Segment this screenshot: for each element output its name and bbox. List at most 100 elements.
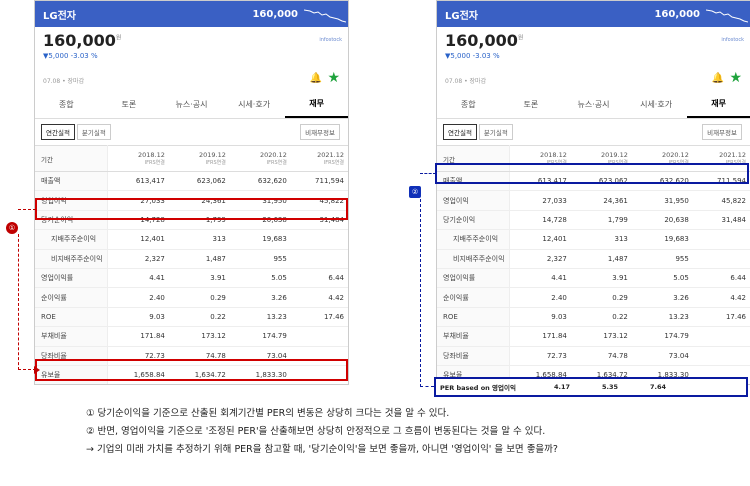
tab-overview[interactable]: 종합 xyxy=(58,100,74,109)
table-cell: 12,401 xyxy=(509,229,571,250)
column-header: 2020.12 IFRS연결 xyxy=(631,145,693,172)
table-cell: 24,361 xyxy=(570,190,632,211)
tab-discussion[interactable]: 토론 xyxy=(523,100,539,109)
nonfinancial-button[interactable]: 비재무정보 xyxy=(702,124,742,140)
tab-finance[interactable]: 재무 xyxy=(285,91,348,118)
note-2: ② 반면, 영업이익을 기준으로 '조정된 PER'을 산출해보면 상당히 안정… xyxy=(86,426,546,437)
row-label: 비지배주주순이익 xyxy=(437,249,510,269)
row-label: ROE xyxy=(35,307,108,328)
table-row: ROE 9.03 0.22 13.23 17.46 xyxy=(35,307,348,328)
connector-red-top xyxy=(18,209,36,210)
table-cell: 313 xyxy=(168,229,230,250)
nonfinancial-button[interactable]: 비재무정보 xyxy=(300,124,340,140)
column-standard: IFRS연결 xyxy=(144,160,165,166)
table-cell: 2.40 xyxy=(107,287,169,308)
table-cell: 0.22 xyxy=(168,307,230,328)
row-label: 부채비율 xyxy=(437,326,510,347)
table-cell: 3.26 xyxy=(631,287,693,308)
table-row: 영업이익 27,033 24,361 31,950 45,822 xyxy=(437,190,750,211)
bell-icon[interactable]: 🔔 xyxy=(711,73,724,84)
connector-red xyxy=(18,234,36,370)
tab-news[interactable]: 뉴스·공시 xyxy=(577,100,610,109)
star-icon[interactable]: ★ xyxy=(729,70,742,86)
annual-button[interactable]: 연간실적 xyxy=(41,124,75,140)
column-header-label: 기간 xyxy=(437,145,510,172)
table-row: 영업이익률 4.41 3.91 5.05 6.44 xyxy=(437,268,750,289)
table-cell: 19,683 xyxy=(631,229,693,250)
quarter-button[interactable]: 분기실적 xyxy=(478,124,513,140)
table-cell: 173.12 xyxy=(570,326,632,347)
row-label: 매출액 xyxy=(35,171,108,192)
sparkline-icon xyxy=(706,9,748,23)
per-operating-income-row: PER based on 영업이익 4.17 5.35 7.64 xyxy=(434,377,748,397)
table-cell: 174.79 xyxy=(229,326,291,347)
table-cell: 3.91 xyxy=(168,268,230,289)
column-standard: IFRS연결 xyxy=(323,160,344,166)
table-cell: 45,822 xyxy=(692,190,750,211)
table-cell: 3.26 xyxy=(229,287,291,308)
table-cell: 1,487 xyxy=(570,249,632,269)
table-cell: 1,799 xyxy=(570,210,632,231)
column-header: 2018.12 IFRS연결 xyxy=(107,145,169,172)
table-cell: 45,822 xyxy=(290,190,348,211)
table-cell: 313 xyxy=(570,229,632,250)
table-row: 부채비율 171.84 173.12 174.79 xyxy=(437,326,750,347)
table-cell xyxy=(692,229,750,250)
table-cell: 613,417 xyxy=(107,171,169,192)
tab-discussion[interactable]: 토론 xyxy=(121,100,137,109)
table-cell: 4.41 xyxy=(509,268,571,289)
column-period: 2018.12 xyxy=(137,151,165,159)
table-cell: 24,361 xyxy=(168,190,230,211)
tab-overview[interactable]: 종합 xyxy=(460,100,476,109)
table-cell: 955 xyxy=(631,249,693,269)
per-operating-value: 5.35 xyxy=(601,383,619,391)
connector-blue-top xyxy=(420,173,436,174)
tab-news[interactable]: 뉴스·공시 xyxy=(175,100,208,109)
tab-quotes[interactable]: 시세·호가 xyxy=(238,100,271,109)
tab-quotes[interactable]: 시세·호가 xyxy=(640,100,673,109)
table-row: 지배주주순이익 12,401 313 19,683 xyxy=(35,229,348,250)
table-cell: 173.12 xyxy=(168,326,230,347)
table-header-row: 기간 2018.12 IFRS연결 2019.12 IFRS연결 2020.12 IFRS연… xyxy=(437,145,750,172)
badge-two: ② xyxy=(409,186,421,198)
market-status-text: 07.08 • 장마감 xyxy=(445,77,487,85)
table-cell: 2,327 xyxy=(509,249,571,269)
table-cell: 74.78 xyxy=(570,346,632,366)
table-cell: 4.41 xyxy=(107,268,169,289)
current-price: 160,000원 xyxy=(43,31,122,50)
column-header: 2019.12 IFRS연결 xyxy=(168,145,230,172)
app-header: LG전자 160,000 xyxy=(437,1,750,27)
price-area: 160,000원 ▼5,000 -3.03 % infostock xyxy=(35,27,348,73)
table-cell: 31,950 xyxy=(229,190,291,211)
bell-icon[interactable]: 🔔 xyxy=(309,73,322,84)
table-row: 순이익률 2.40 0.29 3.26 4.42 xyxy=(35,287,348,308)
header-price: 160,000 xyxy=(252,8,298,20)
table-header-row: 기간 2018.12 IFRS연결 2019.12 IFRS연결 2020.12 IFRS연… xyxy=(35,145,348,172)
table-row: ROE 9.03 0.22 13.23 17.46 xyxy=(437,307,750,328)
current-price: 160,000원 xyxy=(445,31,524,50)
star-icon[interactable]: ★ xyxy=(327,70,340,86)
table-cell: 613,417 xyxy=(509,171,571,192)
table-row: 매출액 613,417 623,062 632,620 711,594 xyxy=(35,171,348,192)
table-cell: 9.03 xyxy=(509,307,571,328)
table-cell: 623,062 xyxy=(168,171,230,192)
table-row: 부채비율 171.84 173.12 174.79 xyxy=(35,326,348,347)
period-toggle-bar: 연간실적 분기실적 비재무정보 xyxy=(437,119,750,145)
row-label: 영업이익 xyxy=(35,190,108,211)
table-cell xyxy=(290,326,348,347)
header-price: 160,000 xyxy=(654,8,700,20)
column-period: 2018.12 xyxy=(539,151,567,159)
sparkline-icon xyxy=(304,9,346,23)
table-row: 비지배주주순이익 2,327 1,487 955 xyxy=(35,249,348,269)
table-row: 순이익률 2.40 0.29 3.26 4.42 xyxy=(437,287,750,308)
table-row: 영업이익 27,033 24,361 31,950 45,822 xyxy=(35,190,348,211)
annual-button[interactable]: 연간실적 xyxy=(443,124,477,140)
table-cell: 12,401 xyxy=(107,229,169,250)
quarter-button[interactable]: 분기실적 xyxy=(76,124,111,140)
column-standard: IFRS연결 xyxy=(205,160,226,166)
price-change: ▼5,000 -3.03 % xyxy=(445,52,500,60)
tab-finance[interactable]: 재무 xyxy=(687,91,750,118)
table-cell: 20,638 xyxy=(631,210,693,231)
table-cell: 623,062 xyxy=(570,171,632,192)
table-cell xyxy=(290,229,348,250)
